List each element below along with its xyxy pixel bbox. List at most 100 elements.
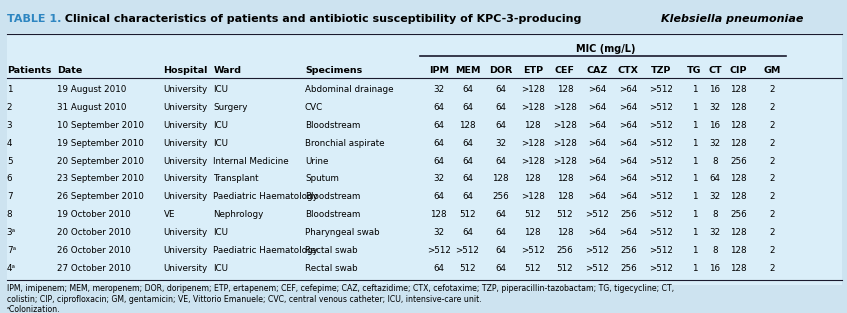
Text: Nephrology: Nephrology: [213, 210, 263, 219]
Text: 1: 1: [692, 85, 697, 94]
Text: 6: 6: [7, 174, 12, 183]
Text: 1: 1: [692, 139, 697, 148]
Text: >64: >64: [588, 228, 606, 237]
Text: 128: 128: [430, 210, 447, 219]
Text: 16: 16: [710, 121, 720, 130]
Text: 128: 128: [556, 174, 573, 183]
Text: colistin; CIP, ciprofloxacin; GM, gentamicin; VE, Vittorio Emanuele; CVC, centra: colistin; CIP, ciprofloxacin; GM, gentam…: [7, 295, 482, 304]
Text: 64: 64: [495, 103, 506, 112]
Text: University: University: [163, 85, 208, 94]
Text: >128: >128: [553, 156, 577, 166]
Text: Rectal swab: Rectal swab: [305, 264, 357, 273]
Text: 512: 512: [524, 264, 541, 273]
Text: 64: 64: [462, 156, 473, 166]
Text: ICU: ICU: [213, 121, 229, 130]
Text: >64: >64: [588, 174, 606, 183]
Text: >512: >512: [649, 174, 673, 183]
Text: >512: >512: [521, 246, 545, 255]
Text: 128: 128: [524, 174, 541, 183]
Text: >64: >64: [588, 85, 606, 94]
Text: 1: 1: [692, 156, 697, 166]
Text: 7: 7: [7, 192, 13, 201]
Text: University: University: [163, 156, 208, 166]
Text: 256: 256: [556, 246, 573, 255]
Text: >64: >64: [588, 139, 606, 148]
Text: >128: >128: [521, 85, 545, 94]
Text: 2: 2: [770, 210, 775, 219]
Text: >512: >512: [649, 139, 673, 148]
Text: 64: 64: [495, 121, 506, 130]
Text: >128: >128: [553, 139, 577, 148]
Text: 128: 128: [730, 174, 747, 183]
Text: 64: 64: [495, 85, 506, 94]
Text: 256: 256: [730, 156, 747, 166]
Text: 4: 4: [7, 139, 12, 148]
Text: TG: TG: [687, 66, 702, 75]
Text: ICU: ICU: [213, 228, 229, 237]
Text: 7ᵃ: 7ᵃ: [7, 246, 16, 255]
Text: 2: 2: [770, 85, 775, 94]
Text: 128: 128: [730, 264, 747, 273]
Text: 64: 64: [434, 264, 444, 273]
Text: Internal Medicine: Internal Medicine: [213, 156, 289, 166]
Text: 32: 32: [433, 174, 445, 183]
Text: 1: 1: [7, 85, 12, 94]
Text: >64: >64: [619, 174, 638, 183]
Text: >512: >512: [649, 246, 673, 255]
Text: 2: 2: [770, 174, 775, 183]
Text: Abdominal drainage: Abdominal drainage: [305, 85, 393, 94]
Text: 256: 256: [730, 210, 747, 219]
Text: 64: 64: [495, 156, 506, 166]
Text: Bronchial aspirate: Bronchial aspirate: [305, 139, 385, 148]
Text: 8: 8: [7, 210, 13, 219]
Text: University: University: [163, 121, 208, 130]
Text: >64: >64: [588, 121, 606, 130]
Text: 128: 128: [556, 192, 573, 201]
Text: >64: >64: [619, 103, 638, 112]
Text: 19 October 2010: 19 October 2010: [57, 210, 130, 219]
Text: >512: >512: [585, 210, 609, 219]
Text: CEF: CEF: [555, 66, 575, 75]
Text: University: University: [163, 264, 208, 273]
Text: 1: 1: [692, 174, 697, 183]
Text: Bloodstream: Bloodstream: [305, 210, 360, 219]
Text: 32: 32: [709, 139, 721, 148]
Text: >512: >512: [649, 156, 673, 166]
Text: 128: 128: [730, 85, 747, 94]
Text: 20 September 2010: 20 September 2010: [57, 156, 144, 166]
Text: 64: 64: [710, 174, 720, 183]
Text: >512: >512: [649, 85, 673, 94]
Text: 512: 512: [556, 264, 573, 273]
Text: CTX: CTX: [618, 66, 639, 75]
Text: 512: 512: [524, 210, 541, 219]
Text: ᵃColonization.: ᵃColonization.: [7, 305, 60, 313]
Text: Specimens: Specimens: [305, 66, 363, 75]
Text: University: University: [163, 174, 208, 183]
Text: >512: >512: [456, 246, 479, 255]
Text: >512: >512: [649, 264, 673, 273]
Text: 256: 256: [620, 246, 637, 255]
Text: 3ᵃ: 3ᵃ: [7, 228, 16, 237]
Text: ICU: ICU: [213, 139, 229, 148]
Text: 1: 1: [692, 246, 697, 255]
Text: MEM: MEM: [455, 66, 480, 75]
Text: >512: >512: [649, 228, 673, 237]
Text: Paediatric Haematology: Paediatric Haematology: [213, 246, 318, 255]
Text: CVC: CVC: [305, 103, 324, 112]
Text: 128: 128: [730, 121, 747, 130]
Text: 64: 64: [462, 174, 473, 183]
Text: VE: VE: [163, 210, 175, 219]
Text: >64: >64: [619, 192, 638, 201]
Text: 32: 32: [709, 228, 721, 237]
Text: 64: 64: [434, 139, 444, 148]
Text: 256: 256: [620, 210, 637, 219]
Text: 64: 64: [462, 139, 473, 148]
Text: Bloodstream: Bloodstream: [305, 192, 360, 201]
Text: 2: 2: [770, 121, 775, 130]
Text: 16: 16: [710, 264, 720, 273]
Text: Transplant: Transplant: [213, 174, 259, 183]
Text: University: University: [163, 139, 208, 148]
Text: Bloodstream: Bloodstream: [305, 121, 360, 130]
Text: >512: >512: [585, 246, 609, 255]
Text: Hospital: Hospital: [163, 66, 208, 75]
